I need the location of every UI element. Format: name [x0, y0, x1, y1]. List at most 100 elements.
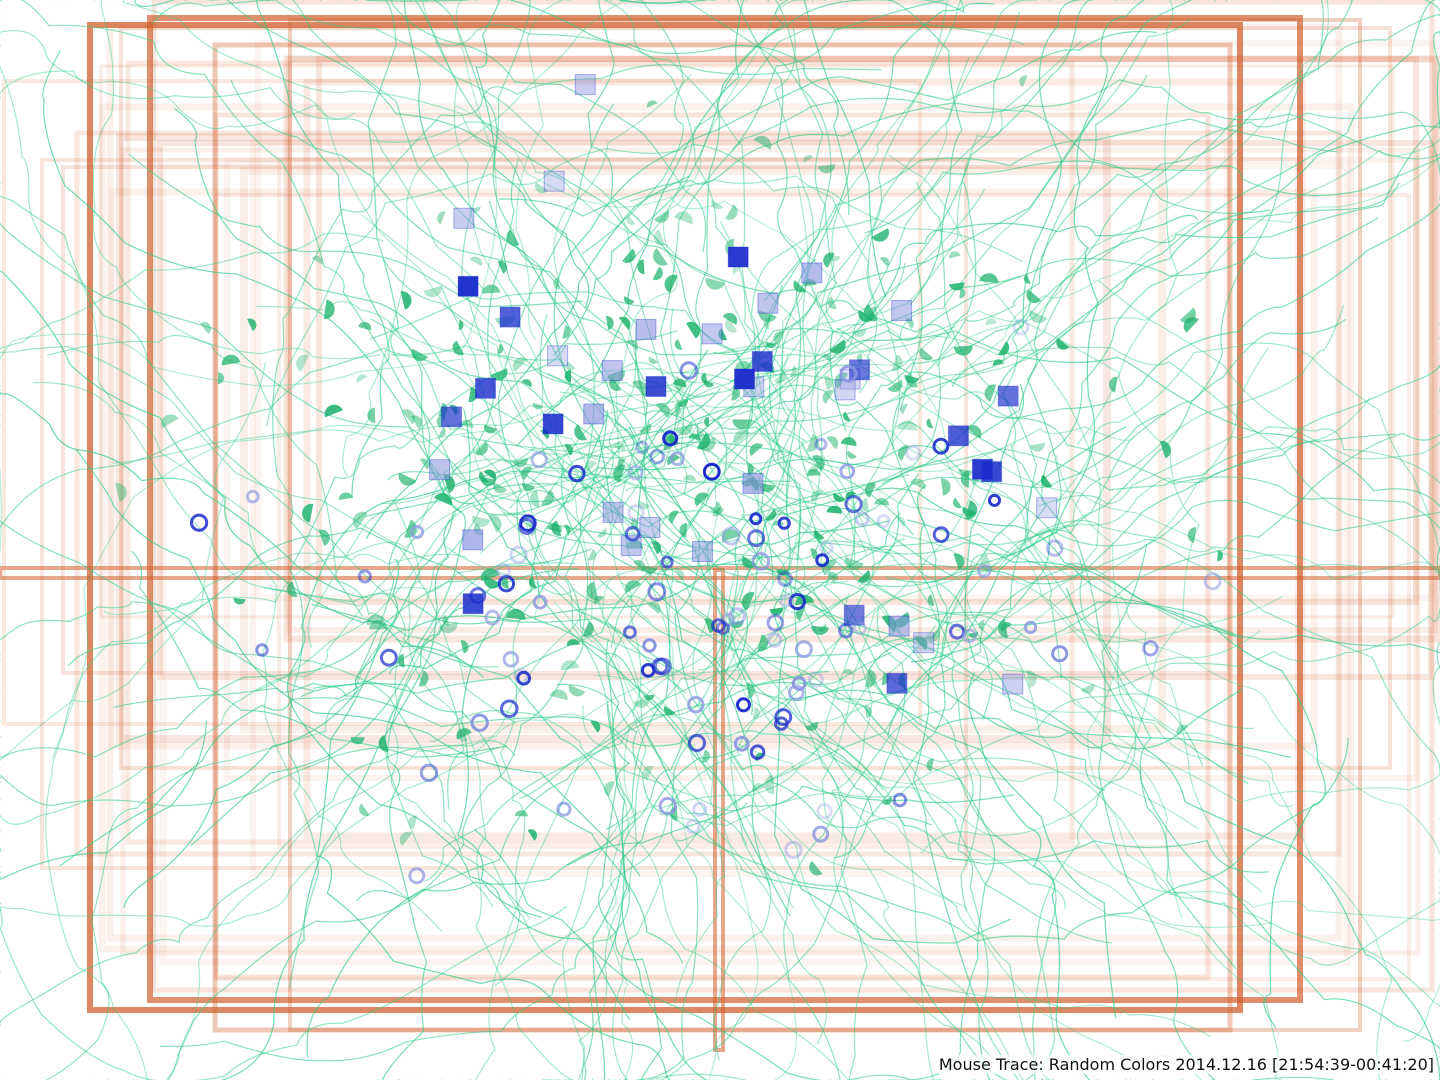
- pause-marker: [323, 299, 335, 320]
- pause-marker: [764, 775, 775, 795]
- drag-marker: [886, 672, 908, 694]
- trace-path: [763, 118, 1338, 302]
- pause-marker: [399, 831, 413, 846]
- pause-marker: [302, 503, 314, 523]
- trace-path: [887, 444, 1137, 1080]
- pause-marker: [881, 796, 892, 805]
- pause-marker: [411, 348, 428, 362]
- trace-path: [519, 477, 1440, 800]
- trace-path: [625, 111, 1440, 498]
- pause-marker: [805, 721, 819, 731]
- pause-marker: [541, 489, 555, 506]
- pause-marker: [584, 460, 598, 474]
- drag-marker: [462, 529, 484, 551]
- pause-marker: [632, 380, 648, 398]
- pause-marker: [806, 433, 819, 452]
- pause-marker: [712, 506, 723, 517]
- trace-path: [0, 0, 484, 290]
- trace-path: [265, 0, 719, 626]
- pause-marker: [927, 594, 935, 607]
- click-marker: [788, 593, 806, 611]
- trace-path: [307, 362, 856, 648]
- pause-marker: [793, 280, 807, 293]
- pause-marker: [703, 416, 710, 427]
- pause-marker: [568, 684, 586, 697]
- pause-marker: [919, 347, 933, 361]
- click-marker: [844, 495, 863, 514]
- trace-path: [339, 0, 461, 513]
- pause-marker: [456, 728, 472, 740]
- trace-path: [704, 529, 1183, 919]
- pause-marker: [469, 256, 483, 266]
- click-marker: [357, 569, 372, 584]
- trace-path: [402, 0, 709, 573]
- pause-marker: [468, 387, 478, 403]
- trace-path: [434, 24, 816, 494]
- trace-path: [461, 0, 689, 446]
- window-frame: [283, 55, 1440, 643]
- pause-marker: [1026, 289, 1042, 304]
- trace-path: [587, 0, 951, 338]
- pause-marker: [663, 705, 676, 716]
- trace-path: [563, 409, 1280, 1080]
- trace-path: [553, 30, 1157, 521]
- drag-marker: [834, 379, 856, 401]
- click-marker: [876, 514, 891, 529]
- pause-marker: [497, 260, 508, 274]
- trace-path: [1076, 0, 1179, 445]
- trace-path: [870, 483, 1393, 1080]
- pause-marker: [998, 341, 1010, 356]
- trace-path: [591, 426, 1127, 1080]
- pause-marker: [582, 621, 594, 637]
- pause-marker: [701, 749, 710, 763]
- pause-marker: [822, 389, 834, 404]
- pause-marker: [358, 321, 372, 331]
- pause-marker: [776, 569, 789, 576]
- drag-marker: [645, 376, 667, 397]
- trace-path: [788, 519, 1363, 570]
- trace-path: [1002, 0, 1440, 448]
- pause-marker: [369, 619, 388, 630]
- pause-marker: [350, 737, 365, 745]
- pause-marker: [722, 312, 738, 325]
- trace-path: [42, 50, 736, 613]
- pause-marker: [199, 321, 211, 335]
- click-marker: [807, 671, 824, 688]
- click-marker: [815, 553, 830, 568]
- pause-marker: [521, 379, 532, 388]
- trace-path: [32, 381, 443, 932]
- trace-path: [456, 0, 837, 322]
- trace-path: [830, 0, 1338, 368]
- trace-path: [876, 112, 1440, 490]
- pause-marker: [574, 424, 587, 441]
- pause-marker: [1108, 376, 1118, 393]
- pause-marker: [664, 274, 678, 293]
- trace-path: [674, 532, 932, 829]
- pause-marker: [1040, 474, 1053, 488]
- trace-path: [951, 0, 1276, 388]
- pause-marker: [844, 557, 864, 571]
- trace-path: [498, 102, 1271, 217]
- trace-path: [190, 322, 466, 847]
- trace-path: [618, 0, 887, 298]
- pause-marker: [528, 576, 537, 589]
- drag-marker: [997, 385, 1019, 407]
- pause-marker: [806, 468, 821, 476]
- trace-path: [711, 413, 1167, 568]
- pause-marker: [925, 629, 940, 642]
- pause-marker: [774, 371, 787, 384]
- trace-path: [559, 391, 1075, 1080]
- trace-path: [793, 513, 1066, 909]
- pause-marker: [840, 437, 857, 447]
- pause-marker: [626, 215, 636, 226]
- drag-marker: [635, 318, 657, 340]
- pause-marker: [676, 399, 689, 408]
- click-marker: [623, 625, 637, 640]
- click-marker: [495, 562, 512, 578]
- trace-path: [0, 445, 537, 825]
- window-frame: [286, 56, 1438, 633]
- trace-path: [845, 0, 1353, 570]
- drag-marker: [499, 306, 521, 328]
- window-frame: [119, 26, 1392, 770]
- trace-path: [731, 0, 1143, 411]
